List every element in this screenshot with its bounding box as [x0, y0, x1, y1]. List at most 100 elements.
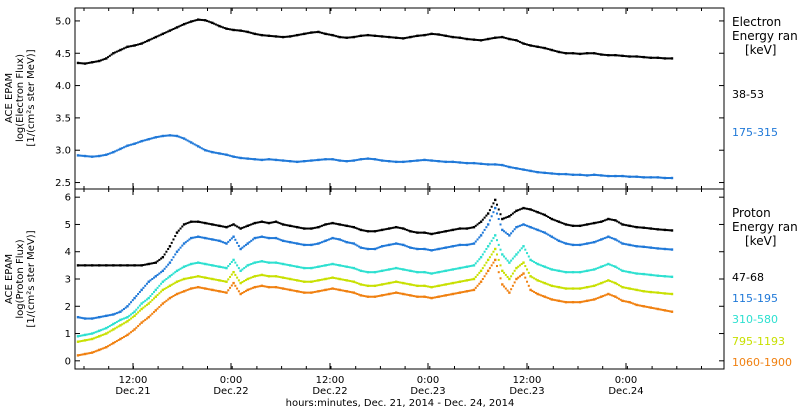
- electron-data-point: [472, 161, 476, 165]
- proton-data-point: [296, 225, 299, 229]
- proton-data-dot: [200, 236, 203, 239]
- proton-data-dot: [653, 291, 656, 294]
- proton-data-point: [324, 223, 327, 226]
- electron-data-point: [204, 149, 207, 152]
- proton-data-dot: [566, 271, 569, 274]
- proton-data-dot: [432, 232, 435, 235]
- proton-data-point: [593, 268, 596, 271]
- proton-data-point: [140, 288, 143, 292]
- proton-data-dot: [575, 301, 578, 304]
- electron-data-dot: [503, 164, 506, 167]
- electron-y-tick-label: 2.5: [55, 178, 71, 189]
- electron-data-dot: [626, 175, 629, 178]
- proton-data-dot: [384, 293, 387, 296]
- proton-data-dot: [237, 226, 240, 229]
- electron-data-dot: [372, 158, 375, 161]
- proton-data-point: [642, 305, 645, 308]
- electron-data-dot: [114, 150, 117, 153]
- electron-data-dot: [333, 158, 336, 161]
- proton-data-point: [508, 234, 511, 237]
- electron-data-dot: [393, 160, 396, 163]
- electron-data-dot: [322, 32, 325, 35]
- proton-data-dot: [174, 253, 177, 256]
- proton-data-point: [168, 245, 172, 248]
- proton-data-dot: [241, 281, 244, 284]
- proton-data-dot: [108, 264, 111, 267]
- proton-data-dot: [602, 281, 605, 284]
- proton-data-dot: [598, 239, 601, 242]
- proton-data-point: [288, 240, 292, 244]
- proton-data-point: [550, 217, 553, 221]
- proton-data-dot: [566, 301, 569, 304]
- electron-data-point: [550, 172, 553, 175]
- proton-data-dot: [273, 261, 276, 264]
- electron-data-dot: [520, 168, 523, 171]
- proton-data-dot: [559, 286, 562, 289]
- electron-data-dot: [573, 52, 576, 55]
- proton-data-dot: [326, 223, 329, 226]
- proton-data-dot: [365, 229, 368, 232]
- proton-data-point: [380, 269, 384, 273]
- proton-data-dot: [625, 270, 628, 273]
- electron-data-dot: [570, 173, 573, 176]
- proton-data-dot: [198, 261, 201, 264]
- electron-data-point: [126, 45, 129, 48]
- proton-data-dot: [264, 221, 267, 224]
- electron-data-dot: [257, 33, 260, 36]
- proton-data-dot: [82, 317, 85, 320]
- proton-data-dot: [499, 213, 502, 216]
- proton-data-dot: [237, 244, 240, 247]
- proton-data-dot: [623, 300, 626, 303]
- electron-data-dot: [485, 38, 488, 41]
- proton-data-dot: [285, 277, 288, 280]
- electron-data-point: [119, 48, 122, 52]
- proton-data-dot: [82, 339, 85, 342]
- proton-data-dot: [610, 218, 613, 221]
- electron-data-dot: [110, 151, 113, 154]
- proton-data-dot: [518, 264, 521, 267]
- electron-data-dot: [290, 35, 293, 38]
- proton-data-dot: [273, 237, 276, 240]
- proton-data-point: [303, 227, 306, 230]
- proton-data-dot: [202, 236, 205, 239]
- proton-data-dot: [358, 269, 361, 272]
- proton-data-point: [366, 284, 370, 288]
- electron-data-dot: [255, 158, 258, 161]
- proton-data-dot: [492, 202, 495, 205]
- proton-data-point: [430, 296, 433, 300]
- proton-data-dot: [343, 265, 346, 268]
- proton-data-dot: [82, 353, 85, 356]
- proton-data-dot: [427, 285, 430, 288]
- proton-data-point: [211, 277, 214, 281]
- proton-data-dot: [174, 294, 177, 297]
- proton-data-dot: [589, 285, 592, 288]
- proton-data-dot: [186, 277, 189, 280]
- proton-data-dot: [630, 287, 633, 290]
- proton-data-dot: [131, 329, 134, 332]
- electron-data-dot: [596, 174, 599, 177]
- proton-data-point: [600, 265, 603, 268]
- electron-data-dot: [541, 46, 544, 49]
- proton-data-dot: [220, 279, 223, 282]
- proton-data-dot: [89, 351, 92, 354]
- electron-data-dot: [396, 36, 399, 39]
- proton-data-point: [564, 287, 568, 290]
- electron-data-dot: [667, 177, 670, 180]
- proton-data-dot: [333, 263, 336, 266]
- electron-data-point: [465, 161, 469, 165]
- proton-data-dot: [534, 228, 537, 231]
- proton-data-dot: [396, 242, 399, 245]
- proton-data-dot: [478, 282, 481, 285]
- electron-data-dot: [301, 33, 304, 36]
- electron-data-dot: [665, 177, 668, 180]
- electron-data-point: [317, 30, 320, 34]
- electron-data-dot: [257, 158, 260, 161]
- x-tick-label-time: 0:00: [417, 375, 439, 386]
- proton-data-dot: [492, 250, 495, 253]
- proton-data-dot: [299, 290, 302, 293]
- electron-data-dot: [419, 34, 422, 37]
- electron-data-point: [225, 27, 228, 30]
- electron-data-point: [550, 48, 553, 52]
- proton-data-point: [557, 239, 561, 243]
- proton-data-dot: [335, 222, 338, 225]
